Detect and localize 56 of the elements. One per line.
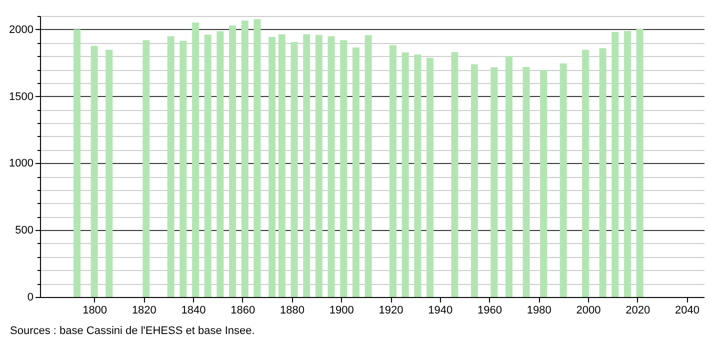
x-tick-label: 1820 [132, 304, 156, 316]
bar [106, 50, 113, 297]
bar [268, 36, 276, 297]
x-tick-label: 1920 [378, 304, 404, 316]
y-tick-label: 1000 [9, 158, 34, 170]
bar [352, 47, 360, 297]
bar [451, 52, 458, 297]
bar [340, 40, 348, 297]
bar [192, 22, 200, 297]
bar [229, 26, 236, 297]
bar [414, 54, 422, 297]
bar [254, 19, 261, 297]
bar [612, 32, 619, 297]
bar [624, 30, 631, 297]
bar [167, 36, 174, 297]
bar [582, 50, 590, 297]
bar [142, 40, 150, 297]
bar [204, 34, 212, 297]
x-tick-label: 1880 [280, 304, 305, 316]
bar [490, 67, 498, 297]
bar [180, 40, 187, 297]
bar [328, 36, 335, 297]
bar [364, 35, 372, 297]
bar [505, 56, 512, 297]
x-tick-label: 1940 [428, 304, 453, 316]
y-tick-label: 1500 [9, 90, 34, 103]
x-tick-label: 1840 [181, 304, 206, 316]
bar [636, 28, 644, 297]
bar [241, 20, 248, 297]
bar [315, 34, 322, 297]
bar [74, 29, 81, 297]
source-note: Sources : base Cassini de l'EHESS et base Insee. [10, 325, 255, 337]
x-tick-label: 2000 [576, 304, 601, 316]
x-tick-label: 1960 [478, 304, 502, 316]
y-tick-label: 2000 [9, 24, 34, 36]
y-tick-label: 500 [15, 224, 34, 237]
bar [540, 70, 548, 297]
x-tick-label: 1860 [230, 304, 256, 316]
bar [90, 46, 98, 297]
bar [560, 63, 567, 297]
bar [290, 42, 298, 297]
bar [389, 45, 396, 297]
bar [278, 34, 286, 297]
bar [426, 58, 434, 297]
bar [599, 48, 606, 297]
bar [216, 31, 224, 297]
bar [303, 34, 310, 297]
bar [522, 66, 530, 297]
x-tick-label: 2040 [674, 304, 700, 316]
bar [402, 52, 409, 297]
x-tick-label: 1980 [526, 304, 552, 316]
bar [470, 64, 478, 297]
x-tick-label: 1800 [82, 304, 108, 316]
x-tick-label: 1900 [329, 304, 354, 316]
x-tick-label: 2020 [626, 304, 650, 316]
y-tick-label: 0 [27, 292, 34, 304]
